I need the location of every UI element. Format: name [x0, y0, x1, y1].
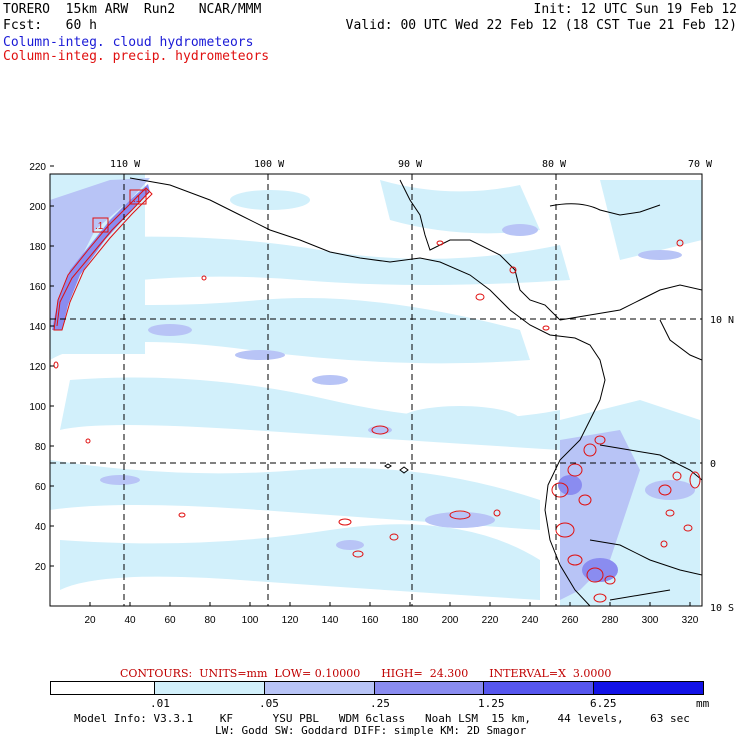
x-tick-label: 260 [562, 615, 579, 626]
contours-info: CONTOURS: UNITS=mm LOW= 0.10000 HIGH= 24… [120, 667, 612, 680]
y-tick-label: 120 [29, 362, 46, 373]
x-tick-label: 20 [84, 615, 96, 626]
colorbar-unit: mm [696, 697, 710, 710]
colorbar-label: 1.25 [478, 697, 505, 710]
lat-label: 10 S [710, 603, 734, 614]
valid-time: Valid: 00 UTC Wed 22 Feb 12 (18 CST Tue … [345, 18, 737, 33]
x-tick-label: 100 [242, 615, 259, 626]
x-tick-label: 240 [522, 615, 539, 626]
y-tick-label: 20 [35, 562, 47, 573]
y-axis: 20 40 60 80 100 120 140 160 180 200 220 [29, 162, 54, 573]
precip-contours [53, 187, 701, 603]
lat-label: 10 N [710, 315, 734, 326]
contour-label: .1 [133, 194, 142, 205]
light-cloud-field [50, 174, 702, 606]
y-tick-label: 220 [29, 162, 46, 173]
y-tick-label: 200 [29, 202, 46, 213]
colorbar-label: .05 [259, 697, 279, 710]
colorbar [50, 681, 704, 695]
x-tick-label: 180 [402, 615, 419, 626]
colorbar-swatch [155, 682, 265, 694]
lon-label: 100 W [254, 159, 285, 170]
x-tick-label: 300 [642, 615, 659, 626]
x-tick-label: 320 [682, 615, 699, 626]
header-line-1: TORERO 15km ARW Run2 NCAR/MMM [3, 2, 261, 18]
colorbar-swatch [375, 682, 484, 694]
y-tick-label: 40 [35, 522, 47, 533]
field-cloud-title: Column-integ. cloud hydrometeors [3, 35, 254, 50]
x-axis: 20 40 60 80 100 120 140 160 180 200 220 240 260 280 30… [84, 602, 699, 626]
lat-labels: 10 N 0 10 S [710, 315, 734, 614]
x-tick-label: 60 [164, 615, 176, 626]
y-tick-label: 80 [35, 442, 47, 453]
x-tick-label: 280 [602, 615, 619, 626]
x-tick-label: 120 [282, 615, 299, 626]
colorbar-label: .01 [150, 697, 170, 710]
model-resolution: 15km ARW [65, 2, 129, 17]
contour-label: .1 [95, 221, 104, 232]
colorbar-swatch [51, 682, 155, 694]
fcst-label: Fcst: [3, 18, 43, 33]
model-name: TORERO [3, 2, 50, 17]
lat-lon-grid [50, 174, 702, 606]
mid-cloud-field [50, 178, 695, 600]
colorbar-label: 6.25 [590, 697, 617, 710]
init-time: Init: 12 UTC Sun 19 Feb 12 [533, 2, 738, 17]
forecast-hour: Fcst: 60 h [3, 18, 97, 34]
x-tick-label: 80 [204, 615, 216, 626]
run-name: Run2 [143, 2, 176, 17]
fcst-value: 60 h [65, 18, 97, 33]
y-tick-label: 160 [29, 282, 46, 293]
model-info-line-1: Model Info: V3.3.1 KF YSU PBL WDM 6class… [74, 712, 690, 725]
lat-label: 0 [710, 459, 716, 470]
x-tick-label: 200 [442, 615, 459, 626]
lon-label: 70 W [688, 159, 713, 170]
organization: NCAR/MMM [198, 2, 262, 17]
y-tick-label: 60 [35, 482, 47, 493]
map-plot-area [50, 174, 702, 606]
y-tick-label: 180 [29, 242, 46, 253]
coastlines [129, 177, 702, 606]
model-info-line-2: LW: Godd SW: Goddard DIFF: simple KM: 2D… [215, 724, 527, 737]
colorbar-label: .25 [370, 697, 390, 710]
map-frame [49, 173, 703, 607]
colorbar-swatch [594, 682, 703, 694]
lon-label: 90 W [398, 159, 423, 170]
x-tick-label: 160 [362, 615, 379, 626]
lon-label: 110 W [110, 159, 141, 170]
y-tick-label: 140 [29, 322, 46, 333]
field-precip-title: Column-integ. precip. hydrometeors [3, 49, 270, 64]
lon-labels: 110 W 100 W 90 W 80 W 70 W [110, 159, 713, 170]
x-tick-label: 220 [482, 615, 499, 626]
colorbar-swatch [484, 682, 594, 694]
x-tick-label: 40 [124, 615, 136, 626]
lon-label: 80 W [542, 159, 567, 170]
colorbar-swatch [265, 682, 375, 694]
y-tick-label: 100 [29, 402, 46, 413]
x-tick-label: 140 [322, 615, 339, 626]
